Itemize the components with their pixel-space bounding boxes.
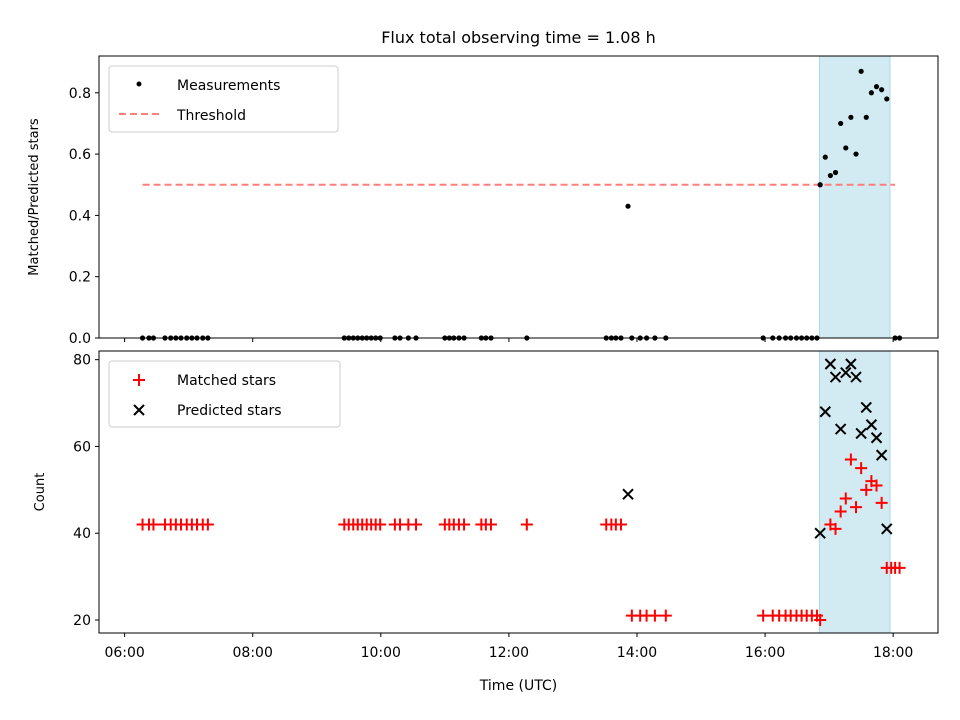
top-y-axis-label: Matched/Predicted stars	[27, 118, 42, 276]
measurement-point	[879, 87, 885, 93]
measurement-point	[843, 145, 849, 151]
top-highlight-layer	[819, 56, 891, 338]
measurement-point	[873, 84, 880, 90]
measurement-point	[838, 120, 844, 127]
matched-star-point	[870, 479, 883, 492]
measurement-point	[827, 172, 834, 179]
predicted-star-point	[622, 488, 634, 500]
top-ytick-label: 0.0	[69, 331, 91, 347]
predicted-star-point	[829, 371, 842, 383]
measurement-point	[817, 182, 823, 188]
bottom-ytick-label: 40	[73, 526, 91, 542]
matched-star-point	[814, 613, 827, 626]
matched-star-point	[850, 501, 863, 514]
chart-title: Flux total observing time = 1.08 h	[381, 28, 656, 47]
xtick-label: 14:00	[617, 645, 657, 661]
bottom-ytick-label: 60	[73, 439, 91, 455]
predicted-star-point	[870, 432, 883, 444]
matched-star-point	[374, 518, 387, 531]
measurement-point	[863, 114, 869, 120]
matched-star-point	[201, 518, 214, 531]
legend-matched-label: Matched stars	[177, 373, 276, 389]
top-highlight-span	[819, 56, 890, 338]
predicted-star-point	[875, 449, 888, 461]
xtick-label: 08:00	[233, 645, 273, 661]
bottom-y-axis-label: Count	[33, 473, 48, 512]
measurement-point	[884, 96, 890, 102]
matched-star-point	[844, 453, 857, 466]
matched-star-point	[648, 609, 661, 622]
bottom-ytick-label: 20	[73, 613, 91, 629]
top-ytick-label: 0.4	[69, 208, 91, 224]
predicted-star-point	[824, 358, 837, 370]
predicted-star-point	[860, 401, 872, 414]
predicted-star-point	[814, 527, 826, 539]
predicted-star-point	[819, 406, 831, 418]
bottom-points-layer	[136, 358, 906, 626]
matched-star-point	[829, 522, 842, 535]
legend-measurements-label: Measurements	[177, 78, 280, 94]
x-axis-label: Time (UTC)	[479, 678, 557, 694]
measurement-point	[625, 203, 631, 209]
bottom-axes-frame	[98, 350, 939, 634]
top-ytick-label: 0.8	[69, 86, 91, 102]
bottom-yticks-layer: 20 40 60 80	[73, 353, 99, 629]
predicted-star-point	[850, 371, 862, 383]
matched-star-point	[839, 492, 852, 505]
matched-star-point	[614, 518, 627, 531]
predicted-star-point	[834, 423, 847, 435]
matched-star-point	[484, 518, 497, 531]
xtick-label: 12:00	[489, 645, 529, 661]
matched-star-point	[410, 518, 423, 531]
matched-star-point	[855, 462, 868, 475]
top-ytick-label: 0.2	[69, 270, 91, 286]
measurement-point	[853, 151, 859, 157]
matched-star-point	[520, 518, 533, 531]
matched-star-point	[893, 561, 906, 574]
top-panel: 0.00.20.40.60.8 Matched/Predicted stars …	[27, 55, 939, 347]
predicted-star-point	[840, 366, 852, 379]
bottom-legend-frame	[108, 360, 341, 428]
measurement-point	[822, 154, 828, 160]
predicted-star-point	[881, 523, 893, 535]
bottom-highlight-span	[819, 351, 890, 633]
top-legend: Measurements Threshold	[108, 65, 339, 133]
legend-predicted-marker	[133, 404, 145, 416]
bottom-panel: 06:00 08:00 10:00 12:00 14:00 16:00 18:00 20 40…	[33, 350, 939, 694]
top-legend-frame	[108, 65, 339, 133]
predicted-star-point	[855, 427, 867, 440]
bottom-xticks-layer: 06:00 08:00 10:00 12:00 14:00 16:00 18:00	[104, 633, 913, 661]
legend-matched-marker	[133, 374, 145, 386]
measurement-point	[848, 114, 854, 120]
matched-star-point	[458, 518, 471, 531]
matched-star-point	[875, 496, 888, 509]
matched-star-point	[659, 609, 672, 622]
matched-star-point	[834, 505, 847, 518]
legend-threshold-label: Threshold	[176, 108, 246, 124]
bottom-ytick-label: 80	[73, 353, 91, 369]
top-yticks-layer: 0.0 0.2 0.4 0.6 0.8	[69, 86, 99, 347]
matched-star-point	[147, 518, 160, 531]
bottom-legend: Matched stars Predicted stars	[108, 360, 341, 428]
xtick-label: 10:00	[361, 645, 401, 661]
matched-star-point	[860, 483, 873, 496]
top-xticks-layer	[124, 338, 894, 342]
bottom-highlight-layer	[819, 351, 891, 633]
measurement-point	[858, 68, 864, 74]
legend-predicted-label: Predicted stars	[177, 403, 282, 419]
legend-measurements-marker	[136, 81, 142, 87]
top-points-layer	[139, 68, 903, 341]
top-axes-frame	[98, 55, 939, 339]
xtick-label: 06:00	[104, 645, 144, 661]
xtick-label: 16:00	[745, 645, 785, 661]
predicted-star-point	[865, 419, 878, 431]
measurement-point	[832, 169, 839, 176]
predicted-star-point	[845, 358, 857, 370]
top-ytick-label: 0.6	[69, 147, 91, 163]
measurement-point	[868, 90, 874, 96]
xtick-label: 18:00	[873, 645, 913, 661]
